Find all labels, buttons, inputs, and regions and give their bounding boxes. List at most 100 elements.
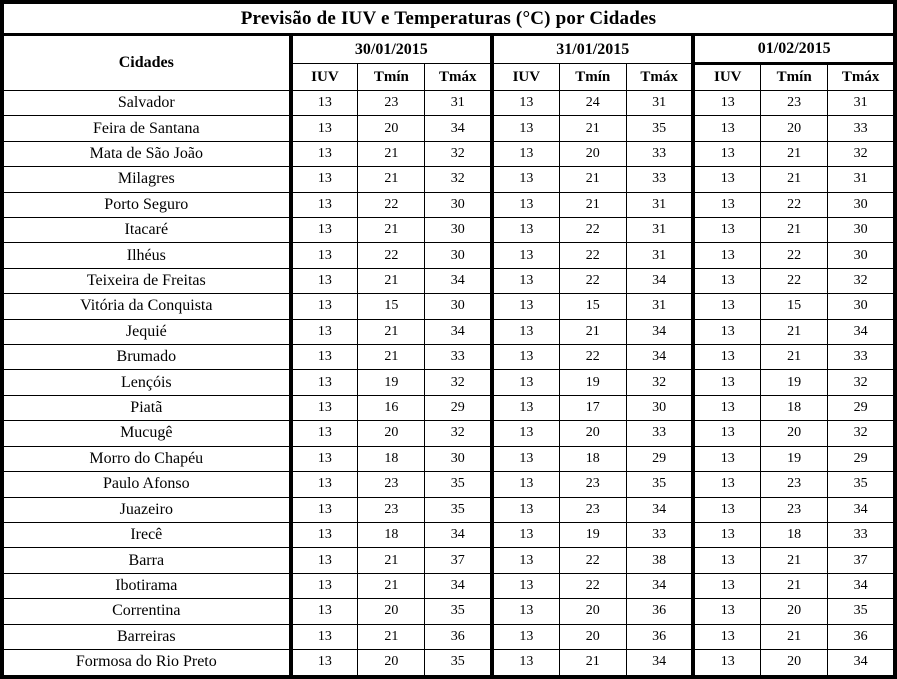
value-cell: 13: [490, 623, 560, 650]
value-cell: 29: [625, 445, 694, 473]
value-cell: 13: [691, 420, 762, 447]
value-cell: 13: [288, 140, 359, 168]
sub-column-header: IUV: [691, 63, 762, 91]
value-cell: 33: [625, 140, 694, 168]
value-cell: 22: [760, 267, 829, 295]
value-cell: 20: [357, 648, 426, 678]
table-row: Barra 13 21 37 13 22 38 13 21 37: [1, 547, 896, 574]
value-cell: 34: [625, 496, 694, 523]
value-cell: 22: [558, 242, 627, 269]
value-cell: 34: [625, 344, 694, 371]
value-cell: 15: [357, 293, 426, 320]
value-cell: 34: [625, 572, 694, 600]
value-cell: 20: [558, 598, 627, 625]
value-cell: 34: [625, 648, 694, 678]
value-cell: 21: [760, 140, 829, 168]
value-cell: 13: [288, 598, 359, 625]
sub-column-header: IUV: [288, 63, 359, 91]
table-row: Paulo Afonso 13 23 35 13 23 35 13 23 35: [1, 471, 896, 498]
value-cell: 13: [288, 572, 359, 600]
value-cell: 21: [357, 217, 426, 244]
value-cell: 31: [827, 166, 896, 193]
city-name-cell: Ilhéus: [1, 242, 293, 269]
value-cell: 18: [357, 445, 426, 473]
value-cell: 13: [490, 115, 560, 142]
value-cell: 33: [827, 521, 896, 549]
value-cell: 16: [357, 394, 426, 422]
value-cell: 33: [625, 166, 694, 193]
sub-header-row: IUV Tmín Tmáx IUV Tmín Tmáx IUV Tmín Tmáx: [2, 63, 896, 91]
value-cell: 32: [827, 140, 896, 168]
value-cell: 13: [490, 140, 560, 168]
value-cell: 30: [424, 191, 493, 219]
value-cell: 13: [288, 394, 359, 422]
city-name-cell: Mata de São João: [1, 140, 293, 168]
value-cell: 35: [625, 471, 694, 498]
sub-column-header: Tmáx: [424, 63, 493, 91]
value-cell: 34: [424, 318, 493, 346]
value-cell: 13: [288, 471, 359, 498]
value-cell: 23: [760, 89, 829, 117]
value-cell: 20: [357, 598, 426, 625]
value-cell: 31: [827, 89, 896, 117]
value-cell: 18: [558, 445, 627, 473]
city-name-cell: Jequié: [1, 318, 293, 346]
value-cell: 20: [760, 598, 829, 625]
value-cell: 13: [691, 623, 762, 650]
city-name-cell: Barra: [1, 547, 293, 574]
value-cell: 13: [490, 267, 560, 295]
city-name-cell: Barreiras: [1, 623, 293, 650]
value-cell: 19: [760, 445, 829, 473]
value-cell: 30: [827, 293, 896, 320]
value-cell: 32: [424, 166, 493, 193]
value-cell: 13: [691, 115, 762, 142]
value-cell: 13: [288, 547, 359, 574]
value-cell: 21: [558, 648, 627, 678]
value-cell: 37: [827, 547, 896, 574]
value-cell: 13: [691, 89, 762, 117]
sub-column-header: Tmáx: [625, 63, 694, 91]
value-cell: 13: [490, 242, 560, 269]
value-cell: 13: [288, 648, 359, 678]
value-cell: 21: [558, 115, 627, 142]
value-cell: 13: [490, 648, 560, 678]
value-cell: 34: [625, 318, 694, 346]
value-cell: 22: [558, 572, 627, 600]
value-cell: 13: [691, 496, 762, 523]
value-cell: 13: [490, 572, 560, 600]
value-cell: 23: [760, 471, 829, 498]
value-cell: 35: [827, 598, 896, 625]
city-name-cell: Itacaré: [1, 217, 293, 244]
value-cell: 23: [558, 496, 627, 523]
value-cell: 29: [424, 394, 493, 422]
value-cell: 13: [490, 598, 560, 625]
value-cell: 20: [558, 140, 627, 168]
value-cell: 34: [625, 267, 694, 295]
value-cell: 18: [760, 394, 829, 422]
value-cell: 23: [357, 89, 426, 117]
city-name-cell: Vitória da Conquista: [1, 293, 293, 320]
value-cell: 29: [827, 445, 896, 473]
city-name-cell: Salvador: [1, 89, 293, 117]
value-cell: 13: [490, 471, 560, 498]
value-cell: 22: [357, 191, 426, 219]
value-cell: 13: [288, 217, 359, 244]
date-group-header: 01/02/2015: [691, 34, 897, 65]
value-cell: 30: [827, 217, 896, 244]
table-row: Morro do Chapéu 13 18 30 13 18 29 13 19 29: [1, 445, 896, 473]
value-cell: 29: [827, 394, 896, 422]
value-cell: 13: [288, 293, 359, 320]
value-cell: 13: [288, 267, 359, 295]
cities-column-header: Cidades: [1, 34, 293, 91]
table-row: Irecê 13 18 34 13 19 33 13 18 33: [1, 521, 896, 549]
value-cell: 21: [357, 267, 426, 295]
city-name-cell: Feira de Santana: [1, 115, 293, 142]
value-cell: 13: [691, 394, 762, 422]
value-cell: 21: [760, 572, 829, 600]
value-cell: 30: [827, 242, 896, 269]
value-cell: 21: [760, 623, 829, 650]
value-cell: 34: [827, 648, 896, 678]
value-cell: 13: [288, 191, 359, 219]
value-cell: 20: [760, 115, 829, 142]
value-cell: 22: [558, 547, 627, 574]
